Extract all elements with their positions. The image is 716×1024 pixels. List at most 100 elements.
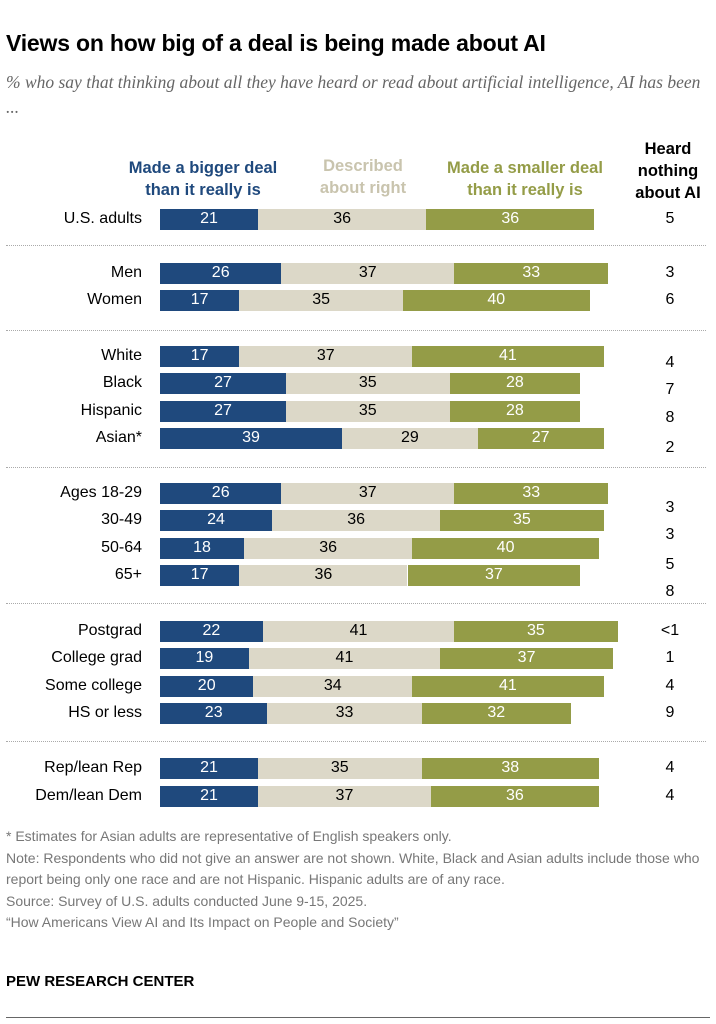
bar-about-right: 33 xyxy=(267,702,422,724)
legend-heard-nothing: Heard nothing about AI xyxy=(622,138,714,204)
row-label: Ages 18-29 xyxy=(60,484,142,501)
heard-nothing-value: 4 xyxy=(665,677,675,694)
bar-smaller-deal: 37 xyxy=(440,647,613,669)
row-label: Dem/lean Dem xyxy=(35,787,142,804)
heard-nothing-value: 9 xyxy=(665,704,675,721)
legend-heard-line1: Heard xyxy=(644,140,692,158)
bar-bigger-deal: 39 xyxy=(160,427,343,449)
bar-smaller-deal: 41 xyxy=(412,675,604,697)
row-label: Asian* xyxy=(95,429,142,446)
heard-nothing-value: 2 xyxy=(665,439,675,456)
bar-bigger-deal: 27 xyxy=(160,372,287,394)
legend-smaller: Made a smaller deal than it really is xyxy=(430,157,620,201)
bar-smaller-deal: 36 xyxy=(430,785,599,807)
row-label: Rep/lean Rep xyxy=(44,759,142,776)
row-label: Black xyxy=(102,374,142,391)
chart-title: Views on how big of a deal is being made… xyxy=(6,30,546,56)
bottom-rule xyxy=(6,1017,710,1018)
group-separator xyxy=(6,467,706,468)
bar-bigger-deal: 20 xyxy=(160,675,254,697)
bar-smaller-deal: 32 xyxy=(421,702,571,724)
heard-nothing-value: 4 xyxy=(665,759,675,776)
heard-nothing-value: 8 xyxy=(665,583,675,600)
bar-bigger-deal: 17 xyxy=(160,345,240,367)
legend-bigger-line1: Made a bigger deal xyxy=(128,159,278,177)
row-label: Postgrad xyxy=(77,622,142,639)
bar-smaller-deal: 36 xyxy=(426,208,595,230)
legend-right-line2: about right xyxy=(319,179,407,197)
row-label: Some college xyxy=(45,677,142,694)
group-separator xyxy=(6,330,706,331)
bar-about-right: 37 xyxy=(281,262,455,284)
bar-bigger-deal: 19 xyxy=(160,647,249,669)
heard-nothing-value: 7 xyxy=(665,381,675,398)
group-separator xyxy=(6,741,706,742)
bar-about-right: 29 xyxy=(342,427,478,449)
heard-nothing-value: 4 xyxy=(665,354,675,371)
heard-nothing-value: 8 xyxy=(665,409,675,426)
bar-about-right: 35 xyxy=(258,757,422,779)
report-title: “How Americans View AI and Its Impact on… xyxy=(6,914,399,930)
bar-about-right: 37 xyxy=(281,482,455,504)
bar-smaller-deal: 40 xyxy=(402,289,590,311)
row-label: Hispanic xyxy=(80,402,142,419)
heard-nothing-value: 5 xyxy=(665,210,675,227)
pew-logo-text: PEW RESEARCH CENTER xyxy=(6,973,195,990)
bar-smaller-deal: 33 xyxy=(454,262,609,284)
heard-nothing-value: <1 xyxy=(660,622,680,639)
bar-bigger-deal: 21 xyxy=(160,208,259,230)
group-separator xyxy=(6,245,706,246)
bar-smaller-deal: 38 xyxy=(421,757,599,779)
legend-smaller-line1: Made a smaller deal xyxy=(447,159,603,177)
bar-about-right: 36 xyxy=(272,509,441,531)
bar-bigger-deal: 18 xyxy=(160,537,245,559)
bar-smaller-deal: 35 xyxy=(454,620,618,642)
heard-nothing-value: 5 xyxy=(665,556,675,573)
bar-bigger-deal: 27 xyxy=(160,400,287,422)
bar-bigger-deal: 21 xyxy=(160,785,259,807)
group-separator xyxy=(6,603,706,604)
row-label: 50-64 xyxy=(101,539,142,556)
bar-bigger-deal: 23 xyxy=(160,702,268,724)
bar-about-right: 35 xyxy=(286,400,450,422)
bar-smaller-deal: 35 xyxy=(440,509,604,531)
bar-smaller-deal: 37 xyxy=(407,564,581,586)
bar-about-right: 41 xyxy=(248,647,441,669)
bar-bigger-deal: 17 xyxy=(160,289,240,311)
row-label: U.S. adults xyxy=(63,210,142,227)
bar-about-right: 37 xyxy=(258,785,431,807)
chart-subtitle: % who say that thinking about all they h… xyxy=(6,72,701,117)
bar-bigger-deal: 17 xyxy=(160,564,240,586)
legend-right: Described about right xyxy=(308,155,418,199)
row-label: 65+ xyxy=(114,566,142,583)
legend-bigger-line2: than it really is xyxy=(145,181,261,199)
bar-bigger-deal: 26 xyxy=(160,262,282,284)
bar-about-right: 41 xyxy=(262,620,455,642)
bar-smaller-deal: 28 xyxy=(449,372,581,394)
bar-about-right: 37 xyxy=(239,345,413,367)
bar-smaller-deal: 27 xyxy=(477,427,604,449)
row-label: 30-49 xyxy=(101,511,142,528)
bar-smaller-deal: 40 xyxy=(412,537,599,559)
bar-about-right: 35 xyxy=(286,372,450,394)
row-label: HS or less xyxy=(68,704,142,721)
footnote-asian: * Estimates for Asian adults are represe… xyxy=(6,828,452,844)
legend-heard-line3: about AI xyxy=(635,184,701,202)
note-text: Note: Respondents who did not give an an… xyxy=(6,849,700,888)
heard-nothing-value: 3 xyxy=(665,499,675,516)
bar-about-right: 36 xyxy=(239,564,408,586)
bar-about-right: 34 xyxy=(253,675,413,697)
source-text: Source: Survey of U.S. adults conducted … xyxy=(6,892,368,909)
bar-smaller-deal: 33 xyxy=(454,482,609,504)
legend-right-line1: Described xyxy=(323,157,403,175)
heard-nothing-value: 3 xyxy=(665,264,675,281)
row-label: Women xyxy=(87,291,142,308)
bar-bigger-deal: 24 xyxy=(160,509,273,531)
bar-bigger-deal: 26 xyxy=(160,482,282,504)
heard-nothing-value: 4 xyxy=(665,787,675,804)
bar-about-right: 35 xyxy=(239,289,403,311)
notes: * Estimates for Asian adults are represe… xyxy=(6,826,706,934)
legend-heard-line2: nothing xyxy=(637,162,699,180)
heard-nothing-value: 6 xyxy=(665,291,675,308)
